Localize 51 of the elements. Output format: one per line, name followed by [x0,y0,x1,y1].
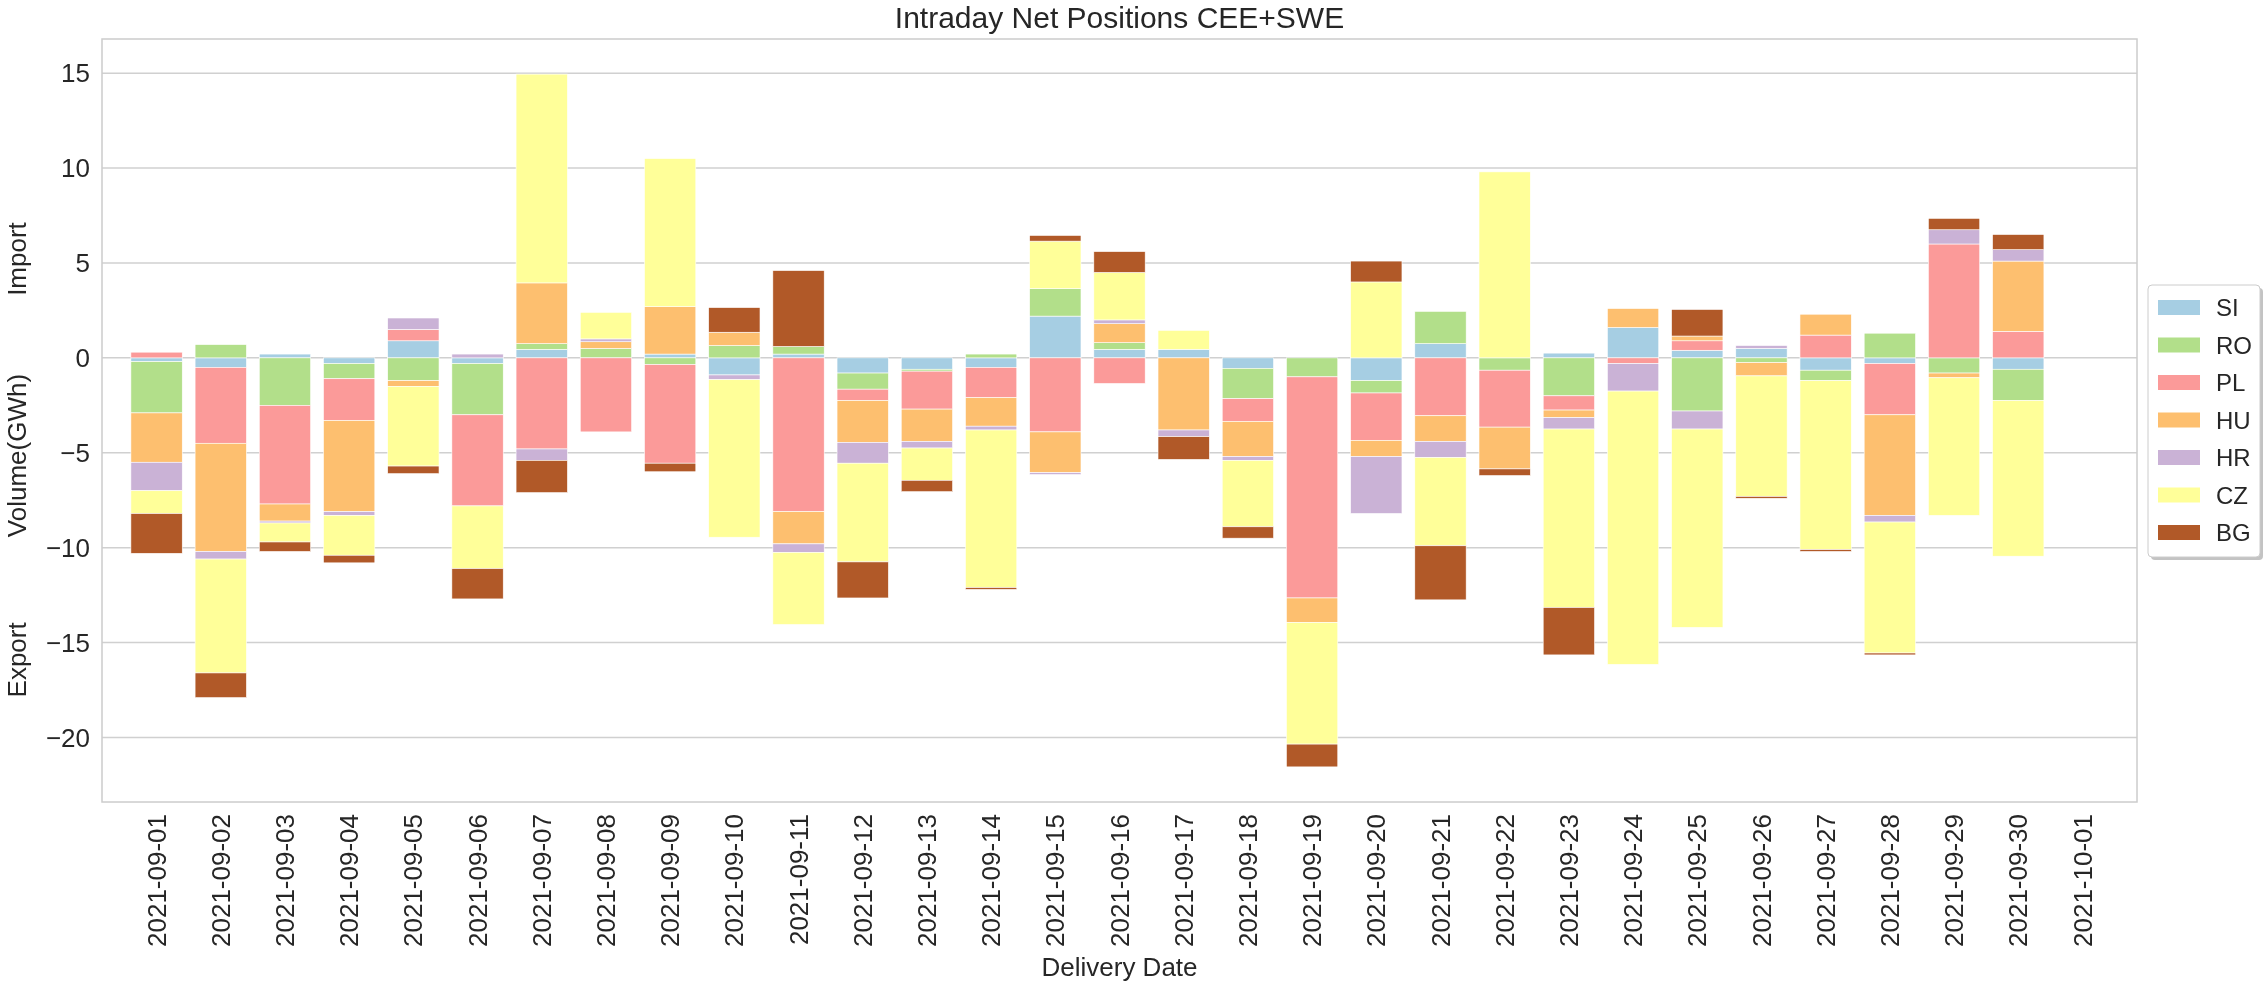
legend-label: HU [2216,406,2251,434]
x-tick-label: 2021-09-26 [1746,814,1777,947]
x-tick-label: 2021-09-10 [719,814,750,947]
x-tick-label: 2021-09-21 [1425,814,1456,947]
y-tick-label: −20 [45,722,90,753]
y-tick-label: 10 [61,153,90,184]
text: Export [2,621,32,698]
x-tick-label: 2021-09-07 [526,814,557,947]
x-tick-label: 2021-09-16 [1104,814,1135,947]
x-tick-label: 2021-09-20 [1361,814,1392,947]
x-tick-label: 2021-09-12 [847,814,878,947]
y-tick-label: −15 [45,627,90,658]
x-tick-label: 2021-09-13 [912,814,943,947]
x-tick-label: 2021-09-02 [205,814,236,947]
legend-label: SI [2216,294,2239,322]
y-tick-label: 15 [61,58,90,89]
legend-label: HR [2216,444,2251,472]
x-tick-label: 2021-09-14 [976,814,1007,947]
x-tick-label: 2021-09-05 [398,814,429,947]
x-tick-label: 2021-09-09 [655,814,686,947]
y-tick-label: −10 [45,532,90,563]
legend-label: BG [2216,519,2251,547]
legend-label: PL [2216,369,2246,397]
x-tick-label: 2021-10-01 [2067,814,2098,947]
x-tick-label: 2021-09-23 [1553,814,1584,947]
x-tick-label: 2021-09-30 [2003,814,2034,947]
x-tick-label: 2021-09-25 [1682,814,1713,947]
x-tick-label: 2021-09-17 [1168,814,1199,947]
x-tick-label: 2021-09-22 [1489,814,1520,947]
x-tick-label: 2021-09-18 [1232,814,1263,947]
x-tick-label: 2021-09-27 [1810,814,1841,947]
x-tick-label: 2021-09-15 [1040,814,1071,947]
x-tick-label: 2021-09-11 [783,814,814,946]
x-tick-label: 2021-09-19 [1297,814,1328,947]
legend-label: CZ [2216,481,2248,509]
text: Import [2,221,32,296]
x-tick-label: 2021-09-03 [270,814,301,947]
x-tick-label: 2021-09-06 [462,814,493,947]
chart-title: Intraday Net Positions CEE+SWE [894,1,1345,34]
y-tick-label: 0 [75,342,90,373]
x-tick-label: 2021-09-28 [1874,814,1905,947]
x-tick-label: 2021-09-29 [1939,814,1970,947]
y-axis-title: Volume(GWh) [2,373,32,538]
y-tick-label: −5 [60,437,90,468]
x-tick-label: 2021-09-04 [334,814,365,947]
x-tick-label: 2021-09-08 [591,814,622,947]
x-axis-title: Delivery Date [1041,952,1198,982]
x-tick-label: 2021-09-24 [1618,814,1649,947]
legend-label: RO [2216,331,2252,359]
x-tick-label: 2021-09-01 [141,814,172,947]
y-tick-label: 5 [75,248,90,279]
